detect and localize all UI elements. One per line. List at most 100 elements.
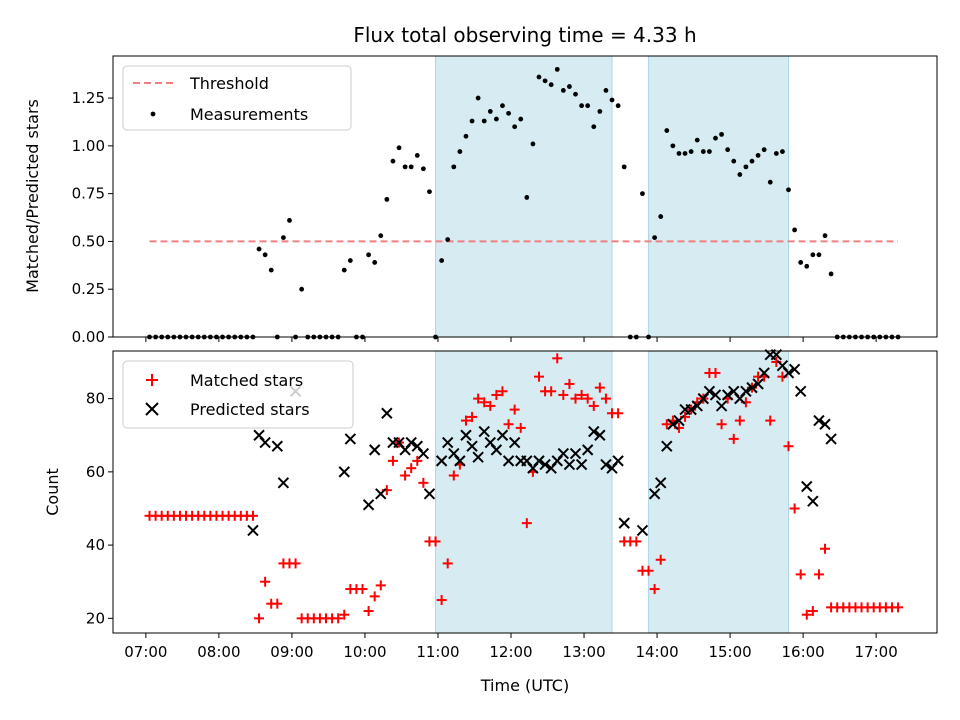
measurements-point <box>536 74 542 80</box>
predicted-stars-point <box>271 440 284 452</box>
measurements-point <box>755 153 761 158</box>
matched-stars-point <box>363 606 374 617</box>
bottom-panel: 20 40 60 80 07:00 08:00 09:00 10:00 11:00 12:00 1… <box>43 348 938 695</box>
measurements-point <box>719 131 724 137</box>
matched-stars-point <box>521 518 532 529</box>
measurements-point <box>268 267 274 273</box>
predicted-stars-point <box>673 414 685 427</box>
matched-stars-point <box>442 558 453 569</box>
measurements-point <box>451 164 457 170</box>
matched-stars-point <box>247 510 258 521</box>
predicted-stars-point <box>454 455 466 467</box>
measurements-point <box>603 88 609 93</box>
matched-stars-point <box>783 441 794 452</box>
measurements-point <box>542 78 548 84</box>
y-tick-label: 80 <box>86 390 105 408</box>
matched-stars-point <box>655 554 666 565</box>
x-tick-label: 14:00 <box>635 643 678 661</box>
predicted-stars-point <box>259 436 271 449</box>
measurements-point <box>445 237 451 242</box>
y-tick-label: 1.25 <box>72 89 105 107</box>
predicted-stars-point <box>496 429 509 441</box>
matched-stars-point <box>801 609 812 620</box>
observing-window-2 <box>648 55 790 338</box>
measurements-point <box>658 214 664 219</box>
measurements-point <box>786 187 791 193</box>
measurements-point <box>767 179 773 185</box>
matched-stars-point <box>436 595 447 606</box>
predicted-stars-point <box>368 444 381 456</box>
measurements-point <box>554 66 560 72</box>
measurements-point <box>573 91 578 97</box>
top-plot-frame <box>112 55 938 338</box>
matched-stars-point <box>570 393 581 404</box>
measurements-point <box>621 164 627 170</box>
x-tick-label: 12:00 <box>489 643 532 661</box>
matched-stars-point <box>357 584 368 595</box>
matched-stars-point <box>509 404 520 415</box>
predicted-stars-point <box>423 488 436 500</box>
y-tick-label: 0.25 <box>72 280 105 298</box>
matched-stars-point <box>533 371 544 382</box>
predicted-stars-point <box>466 440 478 452</box>
predicted-stars-point <box>655 477 667 489</box>
predicted-stars-point <box>588 425 600 438</box>
matched-stars-point <box>807 606 818 617</box>
x-tick-label: 08:00 <box>197 643 240 661</box>
matched-stars-point <box>467 411 478 422</box>
y-tick-label: 1.00 <box>72 137 105 155</box>
measurements-point <box>737 172 743 177</box>
measurements-point <box>816 252 822 258</box>
top-legend: Threshold Measurements <box>122 65 352 131</box>
matched-stars-point <box>430 536 441 547</box>
predicted-stars-point <box>740 385 752 397</box>
measurements-point <box>828 271 834 277</box>
matched-stars-point <box>254 613 265 624</box>
measurements-point <box>524 195 530 200</box>
predicted-stars-point <box>685 403 697 416</box>
measurements-point <box>402 164 408 170</box>
predicted-stars-point <box>801 480 813 493</box>
measurements-point <box>560 88 566 93</box>
matched-stars-point <box>503 419 514 430</box>
matched-stars-point <box>661 419 672 430</box>
predicted-stars-point <box>247 524 259 537</box>
measurements-point <box>615 103 621 109</box>
y-tick-label: 0.75 <box>72 185 105 203</box>
measurements-point <box>640 191 645 197</box>
measurements-point <box>518 116 524 122</box>
measurements-point <box>664 128 670 133</box>
predicted-stars-point <box>277 477 290 489</box>
measurements-point <box>731 158 737 164</box>
chart-title: Flux total observing time = 4.33 h <box>353 23 696 47</box>
matched-stars-point <box>893 602 904 613</box>
measurements-point <box>481 118 487 124</box>
measurements-point <box>804 263 810 269</box>
measurements-point <box>463 133 469 139</box>
predicted-stars-point <box>381 407 393 419</box>
matched-stars-point <box>613 408 624 419</box>
measurements-point <box>366 252 371 258</box>
observing-window-1 <box>435 55 613 338</box>
matched-stars-point <box>643 565 654 576</box>
measurements-point <box>408 164 414 170</box>
legend-matched-swatch <box>146 374 158 386</box>
measurements-point <box>396 145 402 151</box>
matched-stars-point <box>734 415 745 426</box>
measurements-point <box>743 164 749 170</box>
measurements-point <box>287 217 292 223</box>
x-tick-label: 16:00 <box>781 643 824 661</box>
measurements-point <box>694 137 700 143</box>
matched-stars-point <box>728 433 739 444</box>
matched-stars-point <box>789 503 800 514</box>
bottom-y-axis-label: Count <box>43 468 62 516</box>
predicted-stars-point <box>600 458 612 471</box>
matched-stars-point <box>765 415 776 426</box>
measurements-point <box>700 149 706 154</box>
predicted-stars-point <box>539 458 551 471</box>
top-y-axis-label: Matched/Predicted stars <box>23 99 42 293</box>
bottom-legend-box <box>122 360 354 429</box>
measurements-point <box>487 109 493 114</box>
measurements-point <box>591 124 597 130</box>
